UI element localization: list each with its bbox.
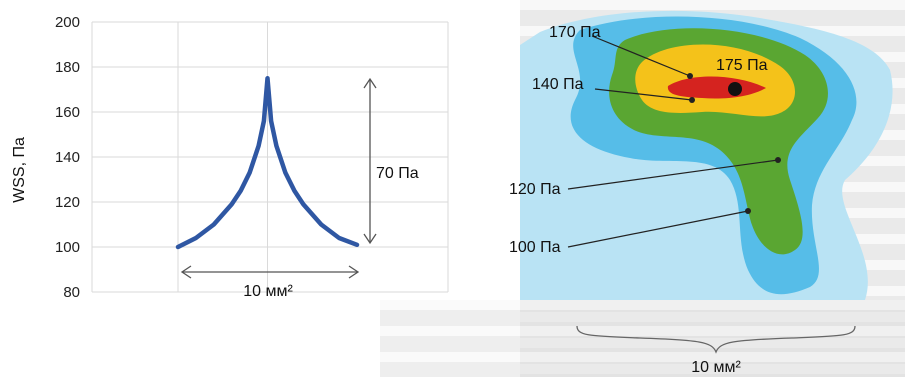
scale-brace [576, 325, 856, 354]
y-tick-label: 140 [55, 149, 80, 166]
wss-heatmap: 170 Па 175 Па 140 Па 120 Па 100 Па 10 мм… [509, 10, 893, 376]
heatmap-scale-label: 10 мм² [691, 359, 741, 376]
y-tick-label: 100 [55, 239, 80, 256]
y-tick-label: 120 [55, 194, 80, 211]
dot-170 [687, 73, 693, 79]
vertical-span-label: 70 Па [376, 165, 419, 182]
level-label-175: 175 Па [716, 57, 768, 74]
level-label-170: 170 Па [549, 24, 601, 41]
leader-120 [567, 159, 779, 190]
y-tick-label: 180 [55, 59, 80, 76]
leader-100 [567, 210, 749, 248]
heatmap-leaders [567, 35, 779, 248]
horizontal-span-label: 10 мм² [243, 283, 293, 300]
dot-100 [745, 208, 751, 214]
series-line [175, 76, 360, 250]
y-tick-labels: 200 180 160 140 120 100 80 [55, 14, 80, 301]
level-label-140: 140 Па [532, 76, 584, 93]
y-tick-label: 160 [55, 104, 80, 121]
dot-140 [689, 97, 695, 103]
heatmap-peak-marker [728, 82, 742, 96]
y-tick-label: 200 [55, 14, 80, 31]
wss-line-chart: 200 180 160 140 120 100 80 WSS, Па 70 Па 10 мм… [11, 14, 449, 301]
leader-140 [594, 88, 693, 101]
level-label-100: 100 Па [509, 239, 561, 256]
y-axis-label: WSS, Па [11, 137, 28, 203]
vertical-span-arrow [363, 77, 377, 245]
horizontal-span-arrow [180, 265, 360, 279]
level-label-120: 120 Па [509, 181, 561, 198]
grid [91, 21, 449, 293]
leader-170 [591, 35, 691, 77]
y-tick-label: 80 [63, 284, 80, 301]
dot-120 [775, 157, 781, 163]
heatmap-level-170 [667, 76, 766, 99]
